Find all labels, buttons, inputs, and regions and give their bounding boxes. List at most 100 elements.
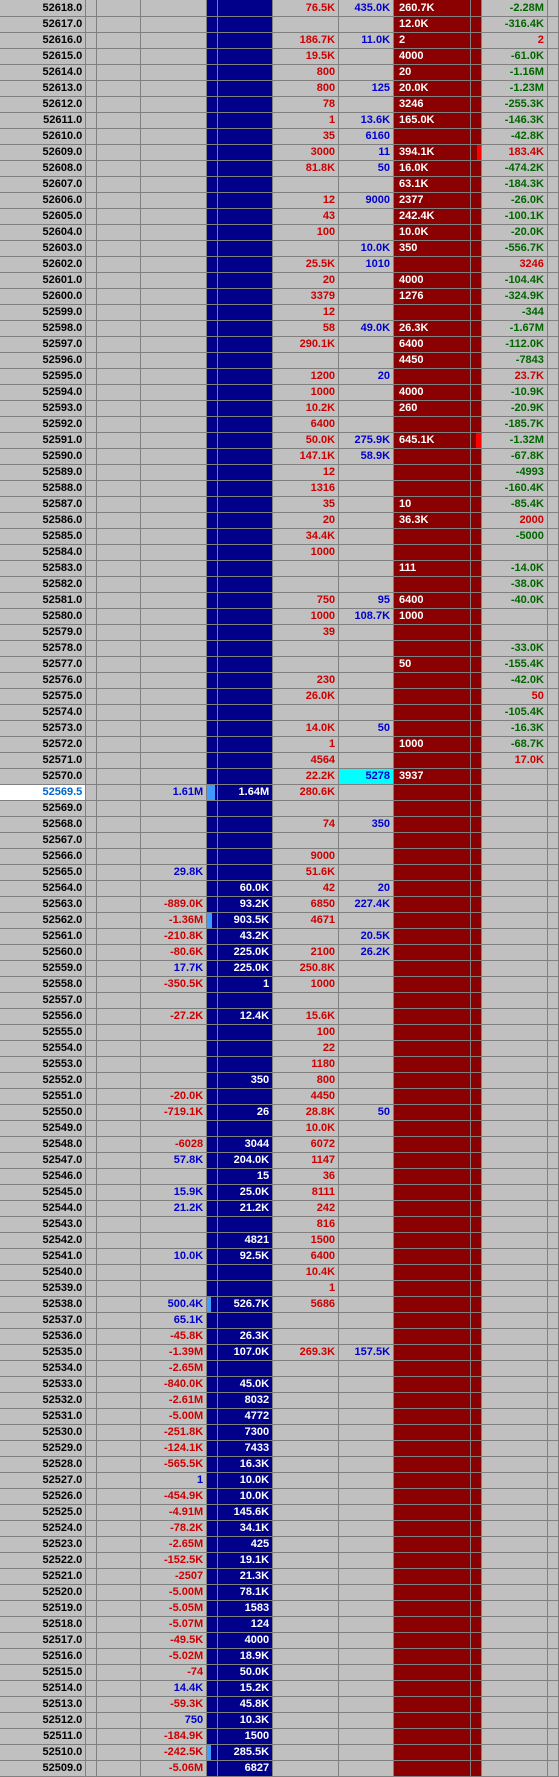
price-row[interactable]: 52609.0300011394.1K183.4K xyxy=(0,144,559,160)
price-row[interactable]: 52579.039 xyxy=(0,624,559,640)
price-row[interactable]: 52544.021.2K21.2K242 xyxy=(0,1200,559,1216)
price-row[interactable]: 52549.010.0K xyxy=(0,1120,559,1136)
price-row[interactable]: 52570.022.2K52783937 xyxy=(0,768,559,784)
price-row[interactable]: 52563.0-889.0K93.2K6850227.4K xyxy=(0,896,559,912)
price-row[interactable]: 52583.0111-14.0K xyxy=(0,560,559,576)
price-row[interactable]: 52553.01180 xyxy=(0,1056,559,1072)
price-row[interactable]: 52526.0-454.9K10.0K xyxy=(0,1488,559,1504)
price-row[interactable]: 52593.010.2K260-20.9K xyxy=(0,400,559,416)
price-row[interactable]: 52568.074350 xyxy=(0,816,559,832)
price-row[interactable]: 52575.026.0K50 xyxy=(0,688,559,704)
price-row[interactable]: 52558.0-350.5K11000 xyxy=(0,976,559,992)
price-row[interactable]: 52595.012002023.7K xyxy=(0,368,559,384)
price-row[interactable]: 52528.0-565.5K16.3K xyxy=(0,1456,559,1472)
price-row[interactable]: 52559.017.7K225.0K250.8K xyxy=(0,960,559,976)
price-row[interactable]: 52531.0-5.00M4772 xyxy=(0,1408,559,1424)
price-row[interactable]: 52597.0290.1K6400-112.0K xyxy=(0,336,559,352)
price-row[interactable]: 52511.0-184.9K1500 xyxy=(0,1728,559,1744)
price-row[interactable]: 52588.01316-160.4K xyxy=(0,480,559,496)
price-row[interactable]: 52571.0456417.0K xyxy=(0,752,559,768)
price-row[interactable]: 52600.033791276-324.9K xyxy=(0,288,559,304)
price-row[interactable]: 52535.0-1.39M107.0K269.3K157.5K xyxy=(0,1344,559,1360)
price-row[interactable]: 52612.0783246-255.3K xyxy=(0,96,559,112)
price-row[interactable]: 52554.022 xyxy=(0,1040,559,1056)
price-row[interactable]: 52616.0186.7K11.0K22 xyxy=(0,32,559,48)
price-row[interactable]: 52516.0-5.02M18.9K xyxy=(0,1648,559,1664)
price-row[interactable]: 52584.01000 xyxy=(0,544,559,560)
price-row[interactable]: 52530.0-251.8K7300 xyxy=(0,1424,559,1440)
price-row[interactable]: 52545.015.9K25.0K8111 xyxy=(0,1184,559,1200)
price-row[interactable]: 52537.065.1K xyxy=(0,1312,559,1328)
price-row[interactable]: 52596.04450-7843 xyxy=(0,352,559,368)
price-row[interactable]: 52562.0-1.36M903.5K4671 xyxy=(0,912,559,928)
price-row[interactable]: 52580.01000108.7K1000 xyxy=(0,608,559,624)
price-row[interactable]: 52538.0500.4K526.7K5686 xyxy=(0,1296,559,1312)
price-row[interactable]: 52601.0204000-104.4K xyxy=(0,272,559,288)
price-row[interactable]: 52546.01536 xyxy=(0,1168,559,1184)
price-row[interactable]: 52532.0-2.61M8032 xyxy=(0,1392,559,1408)
price-row[interactable]: 52534.0-2.65M xyxy=(0,1360,559,1376)
price-row[interactable]: 52557.0 xyxy=(0,992,559,1008)
price-row[interactable]: 52569.0 xyxy=(0,800,559,816)
price-row[interactable]: 52574.0-105.4K xyxy=(0,704,559,720)
price-row[interactable]: 52555.0100 xyxy=(0,1024,559,1040)
price-row[interactable]: 52586.02036.3K2000 xyxy=(0,512,559,528)
price-row[interactable]: 52519.0-5.05M1583 xyxy=(0,1600,559,1616)
price-row[interactable]: 52577.050-155.4K xyxy=(0,656,559,672)
price-row[interactable]: 52556.0-27.2K12.4K15.6K xyxy=(0,1008,559,1024)
price-row[interactable]: 52564.060.0K4220 xyxy=(0,880,559,896)
price-row[interactable]: 52548.0-602830446072 xyxy=(0,1136,559,1152)
price-row[interactable]: 52524.0-78.2K34.1K xyxy=(0,1520,559,1536)
price-row[interactable]: 52520.0-5.00M78.1K xyxy=(0,1584,559,1600)
price-row[interactable]: 52550.0-719.1K2628.8K50 xyxy=(0,1104,559,1120)
price-row[interactable]: 52598.05849.0K26.3K-1.67M xyxy=(0,320,559,336)
price-row[interactable]: 52599.012-344 xyxy=(0,304,559,320)
price-row[interactable]: 52529.0-124.1K7433 xyxy=(0,1440,559,1456)
price-row[interactable]: 52617.012.0K-316.4K xyxy=(0,16,559,32)
price-row[interactable]: 52587.03510-85.4K xyxy=(0,496,559,512)
price-row[interactable]: 52578.0-33.0K xyxy=(0,640,559,656)
price-row[interactable]: 52512.075010.3K xyxy=(0,1712,559,1728)
price-row[interactable]: 52611.0113.6K165.0K-146.3K xyxy=(0,112,559,128)
price-row[interactable]: 52514.014.4K15.2K xyxy=(0,1680,559,1696)
price-row[interactable]: 52517.0-49.5K4000 xyxy=(0,1632,559,1648)
price-row[interactable]: 52581.0750956400-40.0K xyxy=(0,592,559,608)
price-row[interactable]: 52594.010004000-10.9K xyxy=(0,384,559,400)
price-row[interactable]: 52561.0-210.8K43.2K20.5K xyxy=(0,928,559,944)
price-row[interactable]: 52605.043242.4K-100.1K xyxy=(0,208,559,224)
price-row[interactable]: 52615.019.5K4000-61.0K xyxy=(0,48,559,64)
price-row[interactable]: 52572.011000-68.7K xyxy=(0,736,559,752)
price-row[interactable]: 52582.0-38.0K xyxy=(0,576,559,592)
price-row[interactable]: 52527.0110.0K xyxy=(0,1472,559,1488)
price-row[interactable]: 52536.0-45.8K26.3K xyxy=(0,1328,559,1344)
price-row[interactable]: 52542.048211500 xyxy=(0,1232,559,1248)
price-row[interactable]: 52566.09000 xyxy=(0,848,559,864)
price-row[interactable]: 52604.010010.0K-20.0K xyxy=(0,224,559,240)
price-row[interactable]: 52585.034.4K-5000 xyxy=(0,528,559,544)
price-row[interactable]: 52539.01 xyxy=(0,1280,559,1296)
price-row[interactable]: 52613.080012520.0K-1.23M xyxy=(0,80,559,96)
price-row[interactable]: 52614.080020-1.16M xyxy=(0,64,559,80)
price-row[interactable]: 52552.0350800 xyxy=(0,1072,559,1088)
price-row[interactable]: 52541.010.0K92.5K6400 xyxy=(0,1248,559,1264)
price-row[interactable]: 52523.0-2.65M425 xyxy=(0,1536,559,1552)
price-row[interactable]: 52547.057.8K204.0K1147 xyxy=(0,1152,559,1168)
price-row[interactable]: 52618.076.5K435.0K260.7K-2.28M xyxy=(0,0,559,16)
price-row[interactable]: 52518.0-5.07M124 xyxy=(0,1616,559,1632)
price-row[interactable]: 52573.014.0K50-16.3K xyxy=(0,720,559,736)
price-row[interactable]: 52603.010.0K350-556.7K xyxy=(0,240,559,256)
price-row[interactable]: 52510.0-242.5K285.5K xyxy=(0,1744,559,1760)
price-row[interactable]: 52610.0356160-42.8K xyxy=(0,128,559,144)
price-row[interactable]: 52565.029.8K51.6K xyxy=(0,864,559,880)
price-row[interactable]: 52521.0-250721.3K xyxy=(0,1568,559,1584)
price-row[interactable]: 52589.012-4993 xyxy=(0,464,559,480)
price-row[interactable]: 52533.0-840.0K45.0K xyxy=(0,1376,559,1392)
price-row[interactable]: 52591.050.0K275.9K645.1K-1.32M xyxy=(0,432,559,448)
price-row[interactable]: 52515.0-7450.0K xyxy=(0,1664,559,1680)
price-row[interactable]: 52551.0-20.0K4450 xyxy=(0,1088,559,1104)
price-row[interactable]: 52509.0-5.06M6827 xyxy=(0,1760,559,1776)
price-row[interactable]: 52606.01290002377-26.0K xyxy=(0,192,559,208)
price-row[interactable]: 52576.0230-42.0K xyxy=(0,672,559,688)
price-row[interactable]: 52592.06400-185.7K xyxy=(0,416,559,432)
price-row[interactable]: 52560.0-80.6K225.0K210026.2K xyxy=(0,944,559,960)
